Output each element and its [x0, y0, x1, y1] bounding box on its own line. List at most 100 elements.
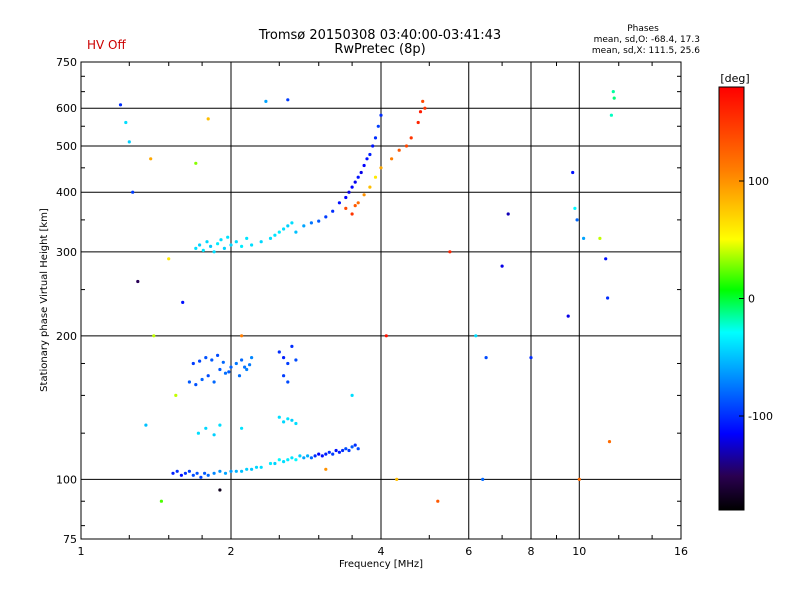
data-point-2-3 [205, 240, 209, 244]
data-point-0-31 [313, 454, 317, 458]
data-point-3-26 [500, 264, 504, 268]
data-point-1-2 [200, 377, 204, 382]
data-point-3-18 [324, 467, 328, 471]
data-point-1-15 [210, 358, 214, 362]
data-point-1-14 [204, 356, 208, 360]
data-point-3-2 [127, 140, 131, 144]
data-point-3-7 [149, 157, 153, 161]
data-point-3-28 [506, 212, 510, 216]
y-tick-label-0: 75 [63, 533, 77, 546]
data-point-0-8 [203, 471, 207, 475]
data-point-2-55 [418, 110, 423, 114]
data-point-0-35 [327, 450, 331, 454]
data-point-2-11 [234, 240, 238, 244]
data-point-2-25 [317, 219, 321, 223]
y-tick-label-4: 400 [56, 186, 77, 199]
data-point-2-36 [365, 157, 369, 161]
minor-ticks [81, 62, 681, 539]
data-point-3-21 [395, 477, 399, 481]
data-point-3-39 [607, 440, 612, 444]
data-point-1-12 [191, 361, 195, 366]
data-point-3-25 [484, 356, 488, 360]
data-point-0-39 [341, 448, 345, 453]
data-point-2-26 [324, 215, 328, 219]
data-point-0-28 [302, 456, 306, 460]
colorbar-tick-label-0: 100 [748, 175, 769, 188]
data-point-2-2 [201, 248, 205, 252]
data-point-2-54 [416, 120, 420, 125]
phases-x-stats: mean, sd,X: 111.5, 25.6 [592, 46, 700, 56]
data-point-2-22 [294, 230, 298, 234]
data-point-0-6 [195, 471, 199, 475]
data-point-1-19 [237, 374, 242, 378]
data-point-0-14 [234, 469, 238, 473]
data-point-0-20 [268, 461, 273, 466]
data-point-0-17 [250, 467, 254, 471]
data-point-2-12 [240, 244, 244, 248]
data-point-0-22 [277, 458, 281, 462]
data-point-3-36 [598, 236, 602, 240]
data-point-3-8 [159, 499, 163, 503]
data-point-0-44 [356, 447, 360, 451]
data-point-2-45 [356, 201, 360, 205]
data-point-2-10 [229, 243, 233, 247]
data-point-3-5 [144, 423, 148, 427]
data-point-0-23 [282, 460, 286, 464]
data-point-0-30 [309, 456, 313, 460]
data-point-3-12 [194, 161, 198, 165]
data-point-2-24 [309, 221, 313, 225]
data-point-2-6 [216, 242, 220, 246]
x-tick-label-3: 6 [465, 545, 472, 558]
data-point-0-18 [254, 465, 259, 469]
data-point-1-38 [294, 421, 298, 426]
data-point-2-16 [268, 236, 273, 240]
data-point-3-29 [529, 356, 533, 360]
data-point-2-17 [273, 233, 277, 237]
data-point-0-43 [353, 443, 357, 447]
data-point-1-3 [206, 374, 210, 378]
phases-title: Phases [627, 24, 659, 34]
data-point-2-14 [250, 243, 254, 247]
data-point-3-34 [577, 477, 581, 481]
data-point-1-20 [243, 365, 247, 369]
data-point-3-14 [218, 488, 222, 492]
data-point-3-4 [136, 279, 140, 284]
data-point-2-18 [277, 230, 281, 234]
y-tick-label-2: 200 [56, 330, 77, 343]
hv-status-label: HV Off [87, 38, 126, 52]
x-tick-label-2: 4 [378, 545, 385, 558]
x-tick-label-1: 2 [228, 545, 235, 558]
data-point-0-40 [344, 447, 348, 451]
data-point-1-21 [248, 363, 252, 367]
phases-o-stats: mean, sd,O: -68.4, 17.3 [594, 35, 700, 45]
data-point-0-16 [245, 467, 249, 471]
data-point-1-6 [223, 371, 228, 375]
data-point-3-17 [286, 98, 290, 102]
data-point-3-23 [448, 250, 452, 254]
data-point-1-8 [234, 361, 238, 366]
data-point-2-48 [373, 175, 378, 179]
data-point-3-33 [575, 218, 579, 222]
data-point-0-19 [259, 465, 263, 469]
data-point-1-18 [227, 370, 231, 374]
data-point-0-5 [191, 473, 195, 477]
data-point-1-34 [277, 415, 281, 419]
data-point-1-37 [290, 418, 294, 422]
data-point-0-1 [175, 469, 179, 473]
data-point-1-17 [221, 360, 225, 364]
data-point-3-19 [350, 393, 354, 397]
data-point-1-23 [282, 356, 286, 360]
data-point-1-32 [218, 423, 222, 427]
colorbar-tick-label-2: -100 [748, 410, 773, 423]
data-point-3-30 [566, 314, 570, 318]
data-point-1-7 [229, 365, 233, 369]
data-point-3-15 [240, 334, 244, 338]
data-point-2-41 [379, 113, 383, 117]
x-axis-label: Frequency [MHz] [339, 559, 423, 570]
data-point-3-1 [124, 120, 128, 125]
data-point-2-28 [337, 201, 341, 205]
data-point-3-40 [609, 113, 614, 117]
data-point-0-0 [171, 471, 175, 475]
data-point-3-22 [436, 499, 440, 503]
